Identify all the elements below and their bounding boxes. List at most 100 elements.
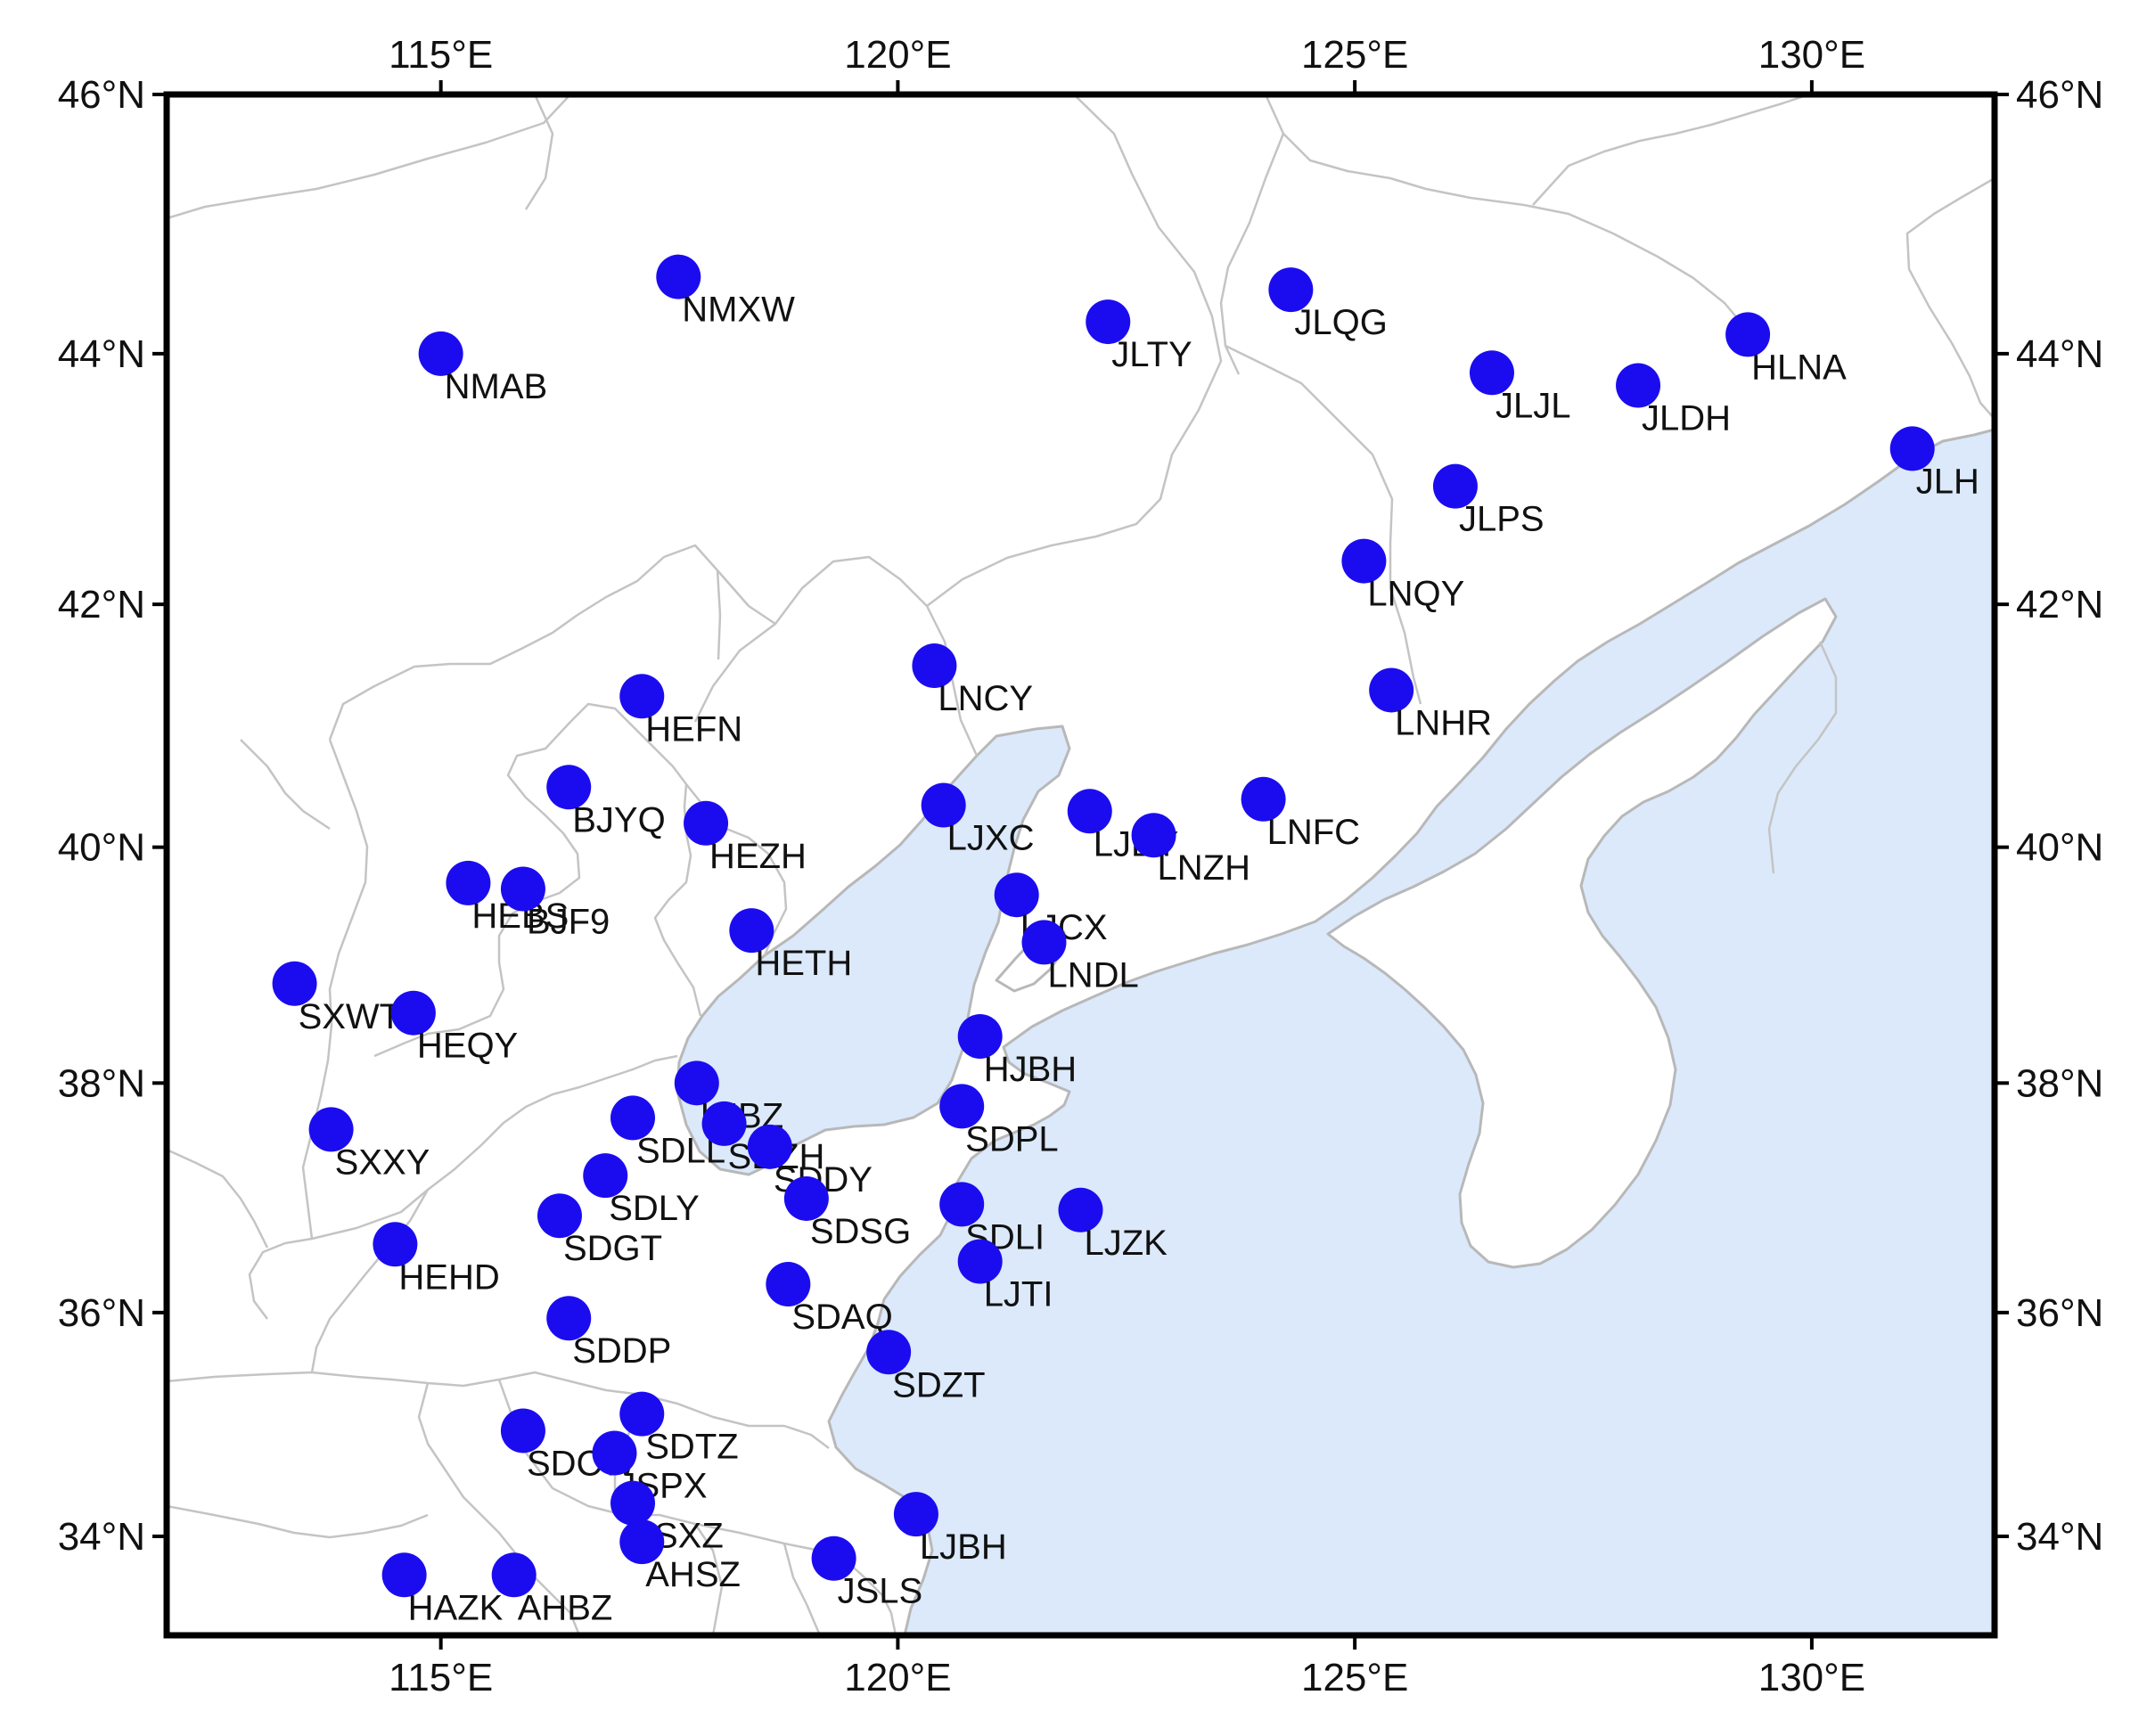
station-marker <box>701 1101 747 1146</box>
y-tick-label-right: 42°N <box>2016 583 2103 626</box>
station-marker <box>1067 789 1112 834</box>
station-label: LNDL <box>1047 955 1138 995</box>
station-label: HEHD <box>398 1257 499 1297</box>
station-marker <box>1469 350 1514 396</box>
station-lndl: LNDL <box>1021 920 1139 995</box>
station-marker <box>272 961 317 1006</box>
station-label: LNZH <box>1158 848 1250 888</box>
station-label: SDSG <box>810 1212 911 1251</box>
station-label: SDTZ <box>645 1428 738 1467</box>
station-marker <box>912 643 957 689</box>
station-marker <box>491 1552 537 1598</box>
y-tick-label-left: 38°N <box>58 1061 145 1105</box>
y-tick-label-right: 46°N <box>2016 73 2103 117</box>
station-label: SXWT <box>299 997 402 1036</box>
y-tick-label-left: 34°N <box>58 1515 145 1559</box>
y-tick-label-left: 44°N <box>58 332 145 376</box>
x-tick-label-bottom: 120°E <box>844 1656 951 1699</box>
station-marker <box>1616 363 1661 408</box>
y-tick-label-left: 46°N <box>58 73 145 117</box>
map-area: NMXW NMAB JLTY JLQG JLJL JLDH HLNA JLH JLPS LNQY L… <box>167 94 1995 1635</box>
station-marker <box>418 331 463 376</box>
station-marker <box>390 990 436 1036</box>
station-marker <box>811 1535 856 1581</box>
station-marker <box>656 254 701 299</box>
station-ljxc: LJXC <box>921 782 1034 858</box>
station-label: SXXY <box>335 1142 430 1182</box>
station-marker <box>939 1182 985 1227</box>
station-hebs: HEBS <box>446 860 569 936</box>
station-marker <box>619 1519 665 1565</box>
station-marker <box>1021 920 1067 965</box>
station-jlqg: JLQG <box>1268 267 1388 342</box>
station-lnfc: LNFC <box>1241 776 1360 852</box>
station-lnhr: LNHR <box>1369 667 1492 742</box>
station-marker <box>747 1124 792 1169</box>
station-marker <box>610 1095 656 1141</box>
x-tick-label-top: 125°E <box>1301 33 1408 77</box>
station-jljl: JLJL <box>1469 350 1571 425</box>
station-marker <box>537 1193 582 1239</box>
station-marker <box>500 1408 545 1453</box>
station-label: JSLS <box>838 1572 923 1611</box>
station-sdsg: SDSG <box>783 1175 911 1251</box>
station-sdgt: SDGT <box>537 1193 662 1268</box>
station-jlh: JLH <box>1889 426 1979 501</box>
station-marker <box>619 1391 665 1437</box>
station-lncy: LNCY <box>912 643 1033 718</box>
station-marker <box>381 1552 427 1598</box>
station-marker <box>1341 538 1387 584</box>
station-marker <box>921 782 966 828</box>
station-label: HLNA <box>1751 348 1847 387</box>
station-marker <box>939 1084 985 1129</box>
station-jldh: JLDH <box>1616 363 1731 438</box>
axis-ticks: 115°E 115°E 120°E 120°E 125°E 125°E 130°E 130°E… <box>58 33 2104 1699</box>
station-label: SDAQ <box>791 1298 892 1337</box>
x-tick-label-top: 115°E <box>389 33 493 77</box>
station-label: JLPS <box>1459 500 1545 539</box>
station-sdzt: SDZT <box>866 1330 986 1404</box>
station-marker <box>729 908 774 954</box>
station-hjbh: HJBH <box>957 1013 1077 1089</box>
station-marker <box>1086 299 1131 345</box>
station-marker <box>1058 1187 1103 1232</box>
station-hlna: HLNA <box>1725 312 1847 387</box>
bohai-sea <box>676 725 1071 1176</box>
x-tick-label-bottom: 115°E <box>389 1656 493 1699</box>
station-marker <box>1889 426 1935 471</box>
station-marker <box>766 1262 811 1307</box>
station-marker <box>610 1480 656 1526</box>
station-sxwt: SXWT <box>272 961 402 1036</box>
station-heth: HETH <box>729 908 852 983</box>
y-tick-label-right: 40°N <box>2016 826 2103 870</box>
station-label: LNCY <box>938 679 1033 718</box>
y-tick-label-left: 40°N <box>58 826 145 870</box>
station-label: NMXW <box>682 291 795 330</box>
y-tick-label-right: 44°N <box>2016 332 2103 376</box>
station-heqy: HEQY <box>390 990 518 1066</box>
station-label: HEFN <box>645 709 742 749</box>
station-label: BJYQ <box>572 800 665 839</box>
y-tick-label-left: 36°N <box>58 1291 145 1335</box>
y-tick-label-left: 42°N <box>58 583 145 626</box>
station-nmab: NMAB <box>418 331 547 406</box>
station-label: JLJL <box>1495 386 1571 425</box>
station-sdpl: SDPL <box>939 1084 1059 1159</box>
station-label: HETH <box>755 944 852 983</box>
station-jsls: JSLS <box>811 1535 923 1611</box>
station-marker <box>546 765 592 810</box>
station-label: SDZT <box>892 1365 985 1404</box>
station-label: AHSZ <box>645 1555 741 1594</box>
map-frame <box>163 91 1998 1639</box>
station-label: HEQY <box>417 1027 518 1066</box>
station-marker <box>546 1296 592 1341</box>
station-label: LNFC <box>1267 813 1360 852</box>
station-label: LJZK <box>1085 1224 1168 1263</box>
x-tick-label-bottom: 125°E <box>1301 1656 1408 1699</box>
station-marker <box>446 860 491 905</box>
station-marker <box>373 1222 418 1267</box>
station-marker <box>684 800 729 846</box>
korea-landmass <box>1326 597 1838 1269</box>
station-label: AHBZ <box>518 1588 613 1627</box>
